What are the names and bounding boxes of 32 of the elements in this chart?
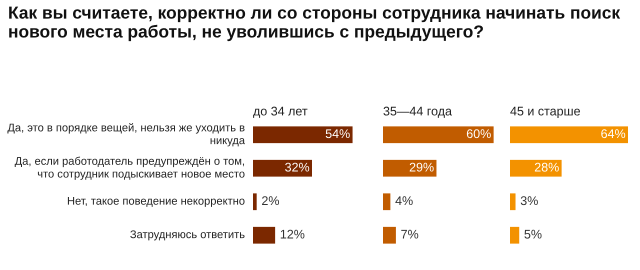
bar: [383, 193, 390, 210]
data-label: 5%: [524, 230, 542, 239]
data-label: 60%: [466, 129, 491, 138]
bar: [383, 226, 396, 244]
data-label: 64%: [601, 129, 626, 138]
y-tick-label: Нет, такое поведение некорректно: [68, 196, 245, 207]
data-label: 2%: [262, 196, 280, 206]
bar: [253, 126, 353, 144]
chart-title: до 34 лет: [253, 106, 308, 118]
bar: [510, 226, 520, 244]
data-label: 12%: [280, 230, 304, 239]
bar: [510, 160, 562, 177]
data-label: 28%: [534, 162, 559, 172]
chart-title: 35—44 года: [383, 106, 452, 118]
data-label: 3%: [520, 196, 538, 206]
data-label: 29%: [410, 162, 434, 172]
data-label: 54%: [326, 129, 350, 138]
bar: [510, 126, 628, 144]
bar: [383, 126, 494, 144]
data-label: 4%: [395, 196, 413, 206]
bar: [253, 226, 276, 244]
y-tick-label: Да, это в порядке вещей, нельзя же уходить в никуда: [7, 123, 245, 146]
data-label: 32%: [285, 162, 310, 172]
bar: [510, 193, 516, 210]
y-tick-label: Затрудняюсь ответить: [130, 230, 245, 240]
bar: [253, 160, 312, 177]
y-tick-label: Да, если работодатель предупреждён о том, что сотрудник подыскивает новое место: [14, 156, 245, 180]
data-label: 7%: [401, 230, 418, 239]
bar: [383, 160, 436, 177]
chart-title: 45 и старше: [510, 106, 580, 118]
bar: [253, 193, 257, 210]
text: Как вы считаете, корректно ли со стороны сотрудника начинать поиск нового места работы, не уволившись с предыдущего?: [9, 6, 620, 42]
